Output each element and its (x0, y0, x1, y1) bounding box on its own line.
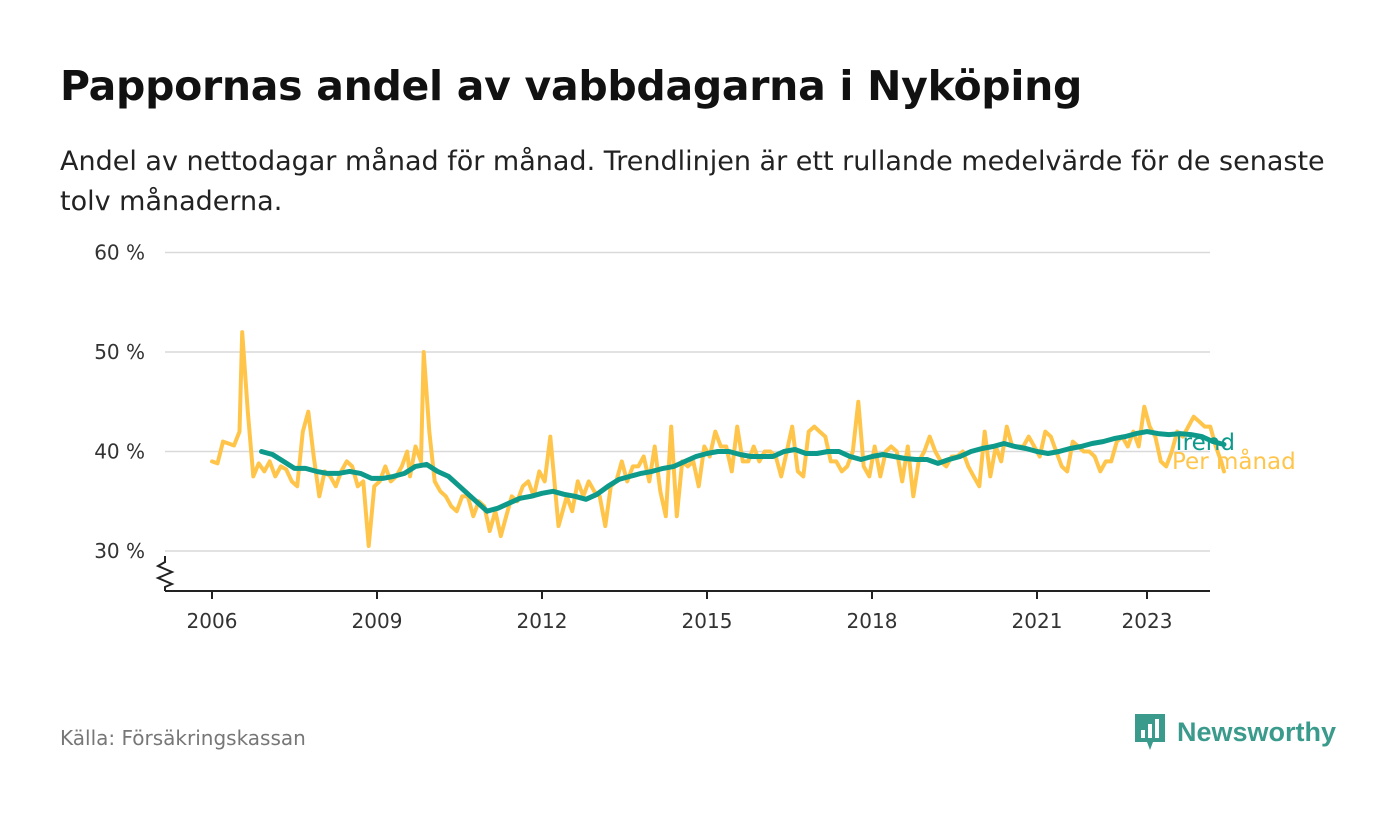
x-tick-label: 2006 (187, 609, 238, 633)
y-tick-label: 40 % (94, 440, 145, 464)
axis-break-icon (155, 556, 175, 591)
newsworthy-logo-icon (1135, 714, 1165, 750)
series-line-per-manad (210, 330, 1226, 548)
series-line-trend (259, 429, 1227, 514)
x-tick-label: 2021 (1012, 609, 1063, 633)
grid-lines (165, 251, 1210, 552)
series-label-per-manad: Per månad (1172, 447, 1296, 475)
x-tick-label: 2012 (517, 609, 568, 633)
y-tick-label: 60 % (94, 241, 145, 265)
y-tick-label: 50 % (94, 340, 145, 364)
source-note: Källa: Försäkringskassan (60, 726, 306, 750)
x-tick-label: 2009 (352, 609, 403, 633)
y-tick-label: 30 % (94, 539, 145, 563)
x-tick-label: 2018 (847, 609, 898, 633)
series-label-trend: Trend (1171, 430, 1235, 456)
series-lines (210, 330, 1227, 548)
x-tick-label: 2023 (1122, 609, 1173, 633)
chart-title: Pappornas andel av vabbdagarna i Nyköpin… (60, 62, 1083, 110)
chart-subtitle: Andel av nettodagar månad för månad. Tre… (60, 146, 1325, 217)
x-tick-label: 2015 (682, 609, 733, 633)
brand-name: Newsworthy (1177, 716, 1337, 747)
axes: 30 % 40 % 50 % 60 % 2006 2009 2012 2015 2018 2021… (94, 241, 1210, 633)
brand-logo: Newsworthy (1133, 712, 1336, 752)
